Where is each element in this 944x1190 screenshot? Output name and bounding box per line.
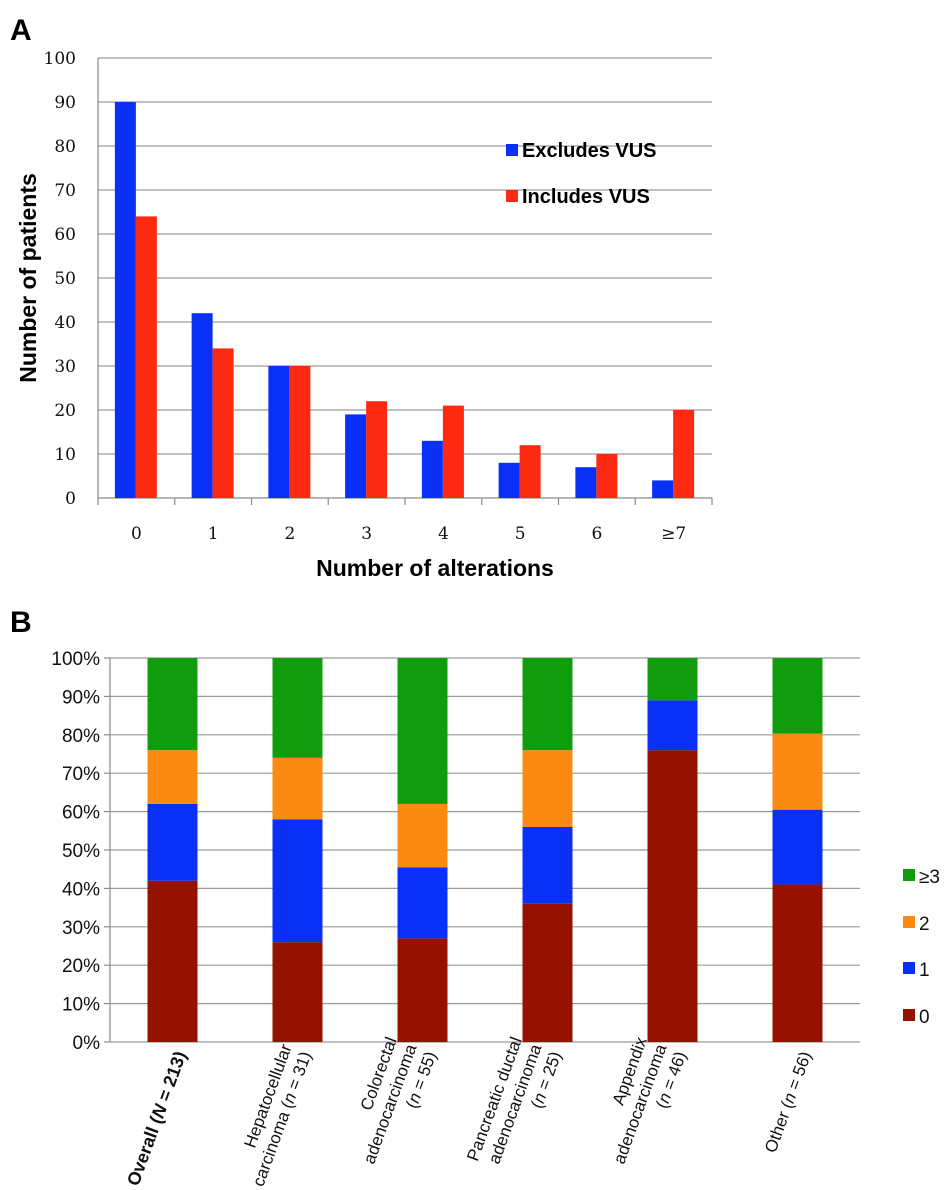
y-tick-label: 10 [54,445,76,465]
segment-0 [647,750,698,1042]
y-tick-label: 50 [54,269,76,289]
x-tick-label: 3 [361,524,372,544]
y-tick-label: 50% [62,841,100,862]
category-label: Hepatocellularcarcinoma (n = 31) [229,1041,315,1189]
segment-ge3 [522,658,573,751]
category-label: Overall (N = 213) [123,1049,190,1189]
y-tick-label: 60% [62,803,100,824]
legend-label: 0 [919,1007,930,1028]
legend-swatch [506,144,518,156]
segment-ge3 [272,658,323,758]
bar-includes-vus [289,366,311,498]
x-tick-label: 1 [208,524,219,544]
y-tick-label: 80 [54,137,76,157]
bar-includes-vus [596,454,618,498]
segment-2 [522,750,573,827]
segment-0 [272,942,323,1042]
bar-includes-vus [366,401,388,498]
y-tick-label: 10% [62,995,100,1016]
category-label: Colorectaladenocarcinoma(n = 55) [340,1034,440,1173]
y-tick-label: 80% [62,726,100,747]
legend-swatch [903,869,915,881]
panel-b-label: B [10,606,32,639]
segment-1 [397,867,448,939]
segment-1 [647,700,698,751]
bar-includes-vus [442,405,464,498]
y-tick-label: 60 [54,225,76,245]
legend-a: Excludes VUS Includes VUS [506,140,657,208]
chart-b: 0% 10% 20% 30% 40% 50% 60% 70% 80% 90% 100% Overall… [51,649,940,1189]
segment-ge3 [147,658,198,751]
segment-0 [147,880,198,1042]
y-tick-label: 100 [44,49,76,69]
x-tick-label: 0 [131,524,142,544]
legend-label: 2 [919,914,930,935]
legend-swatch [903,1009,915,1021]
bar-includes-vus [212,348,234,498]
legend-swatch [903,962,915,974]
segment-ge3 [397,658,448,804]
legend-label: 1 [919,960,930,981]
y-tick-label: 20 [54,401,76,421]
y-tick-label: 70 [54,181,76,201]
segment-0 [397,938,448,1042]
y-tick-label: 0% [73,1033,101,1054]
legend-swatch [903,916,915,928]
bar-excludes-vus [421,440,443,498]
bar-includes-vus [673,410,695,498]
x-tick-label: 5 [515,524,526,544]
legend-label: ≥3 [919,867,940,888]
bar-excludes-vus [575,467,597,498]
segment-0 [772,884,823,1042]
category-label: Appendixadenocarcinoma(n = 46) [590,1034,690,1173]
y-tick-label: 30% [62,918,100,939]
bar-excludes-vus [191,313,213,498]
bar-includes-vus [135,216,157,498]
bar-excludes-vus [652,480,674,498]
y-tick-label: 100% [51,649,100,670]
bar-includes-vus [519,445,541,498]
x-axis-title: Number of alterations [316,555,554,581]
bar-excludes-vus [268,366,290,498]
x-tick-label: 4 [438,524,449,544]
legend-label: Includes VUS [522,186,650,208]
chart-a: 0 10 20 30 40 50 60 70 80 90 100 0 1 2 3 4 5 6 ≥7 Number of… [15,49,713,581]
x-tick-label: 6 [591,524,602,544]
segment-0 [522,903,573,1042]
segment-2 [397,803,448,868]
panel-a-label: A [10,14,32,47]
y-tick-label: 0 [65,489,76,509]
segment-ge3 [647,658,698,701]
bar-excludes-vus [498,462,520,498]
x-tick-label: ≥7 [661,524,686,544]
y-tick-label: 30 [54,357,76,377]
y-tick-label: 90% [62,687,100,708]
segment-2 [272,757,323,820]
legend-swatch [506,190,518,202]
segment-ge3 [772,658,823,734]
legend-label: Excludes VUS [522,140,657,162]
segment-1 [147,803,198,881]
bar-excludes-vus [114,102,136,498]
y-tick-label: 90 [54,93,76,113]
segment-2 [147,750,198,804]
segment-1 [272,819,323,943]
x-tick-label: 2 [284,524,295,544]
legend-b: ≥3 2 1 0 [903,867,940,1028]
y-tick-label: 70% [62,764,100,785]
category-label: Pancreatic ductaladenocarcinoma(n = 25) [463,1034,565,1178]
segment-1 [772,809,823,885]
y-tick-label: 40% [62,879,100,900]
segment-1 [522,826,573,904]
y-tick-label: 20% [62,956,100,977]
segment-2 [772,733,823,810]
y-tick-label: 40 [54,313,76,333]
category-label: Other (n = 56) [761,1049,815,1155]
bar-excludes-vus [345,414,367,498]
y-axis-title: Number of patients [15,173,41,383]
